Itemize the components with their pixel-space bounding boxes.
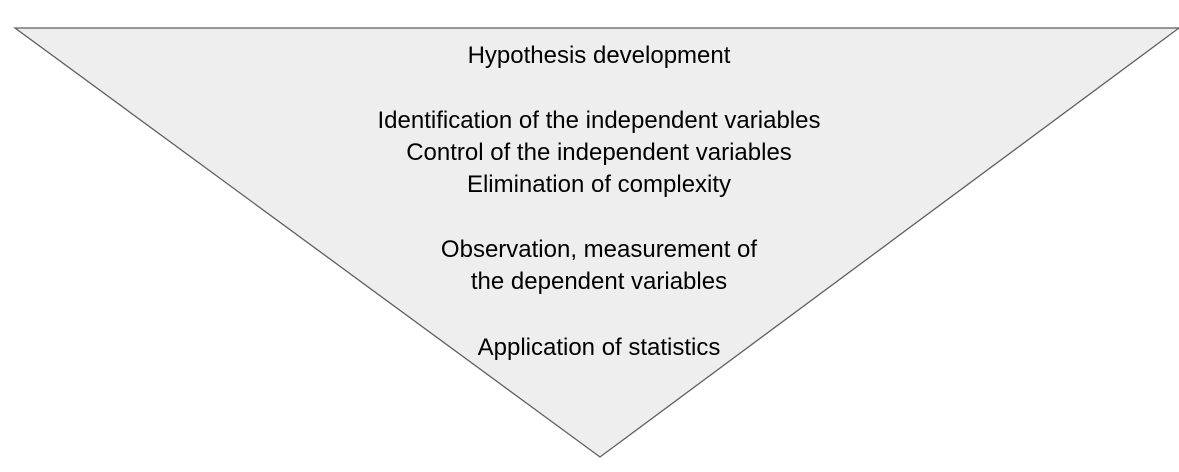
stage-text-line: Observation, measurement of xyxy=(440,236,758,263)
stage-hypothesis-development: Hypothesis development xyxy=(299,40,899,72)
stage-text-line: the dependent variables xyxy=(470,268,728,295)
stage-application-of-statistics: Application of statistics xyxy=(299,332,899,364)
stage-independent-variables: Identification of the independent variab… xyxy=(299,105,899,201)
stage-text-line: Identification of the independent variab… xyxy=(377,107,821,134)
stage-text-line: Elimination of complexity xyxy=(466,171,732,198)
stage-text-line: Application of statistics xyxy=(477,334,721,361)
inverted-triangle-shape xyxy=(13,27,1179,458)
stage-observation-measurement: Observation, measurement of the dependen… xyxy=(299,234,899,298)
stage-text-line: Hypothesis development xyxy=(467,42,731,69)
stage-text-line: Control of the independent variables xyxy=(406,139,792,166)
